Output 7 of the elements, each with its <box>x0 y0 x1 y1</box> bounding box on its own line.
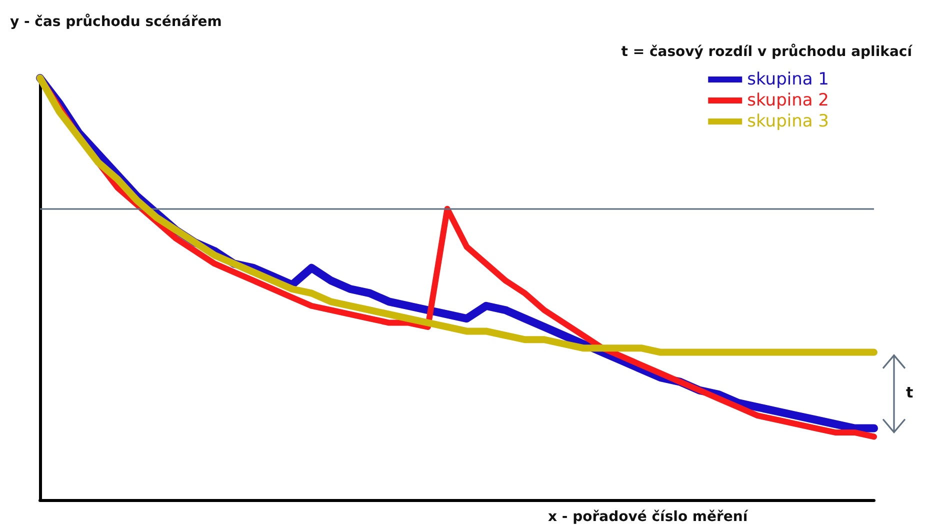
x-axis-title: x - pořadové číslo měření <box>548 509 749 525</box>
y-axis-title: y - čas průchodu scénářem <box>10 13 222 30</box>
legend-title: t = časový rozdíl v průchodu aplikací <box>621 43 914 60</box>
legend-label: skupina 2 <box>747 90 830 110</box>
legend-label: skupina 3 <box>747 112 830 132</box>
legend-label: skupina 1 <box>747 70 830 90</box>
text: t <box>906 383 914 402</box>
